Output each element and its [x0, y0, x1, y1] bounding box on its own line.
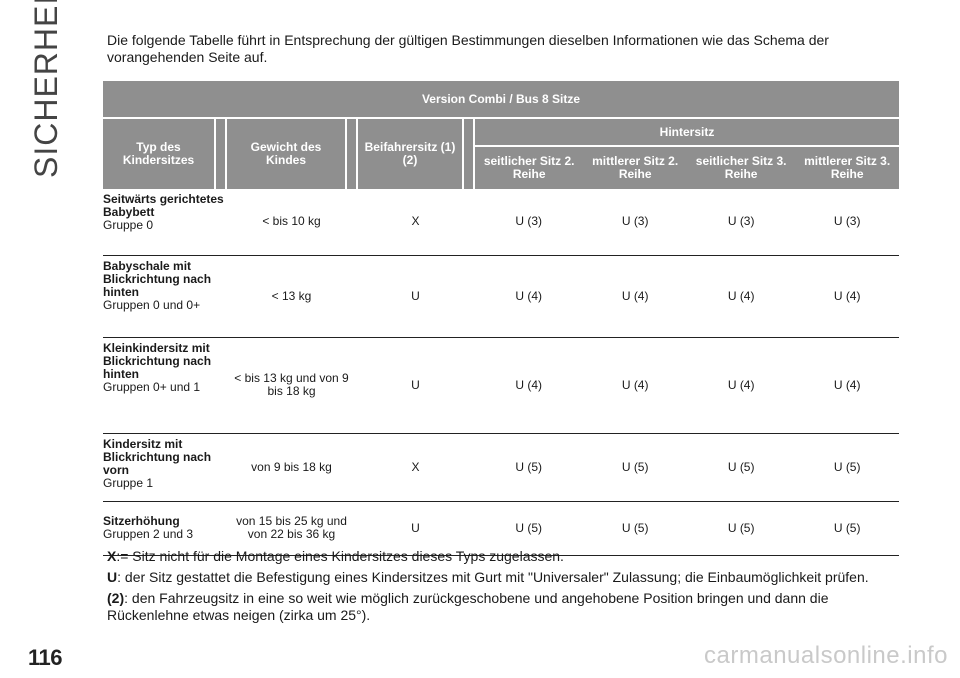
intro-paragraph: Die folgende Tabelle führt in Entsprechu… [107, 32, 829, 65]
rear-cell: U (4) [583, 337, 687, 434]
table-row: Kleinkindersitz mit Blickrichtung nach h… [103, 337, 899, 434]
front-seat-cell: X [357, 189, 474, 256]
rear-cell: U (3) [795, 189, 899, 256]
section-title: SICHERHEIT [28, 0, 64, 178]
weight-cell: < 13 kg [226, 255, 357, 338]
front-seat-cell: U [357, 501, 474, 556]
legend-note: X:= Sitz nicht für die Montage eines Kin… [107, 548, 564, 564]
rear-cell: U (5) [583, 433, 687, 502]
rear-cell: U (4) [795, 337, 899, 434]
col-weight-header: Gewicht des Kindes [226, 118, 346, 189]
col-type-header: Typ des Kindersitzes [103, 118, 215, 189]
rear-cell: U (5) [583, 501, 687, 556]
front-seat-cell: U [357, 255, 474, 338]
page-number: 116 [28, 645, 63, 670]
col-rear-1: seitlicher Sitz 2. Reihe [474, 145, 584, 189]
weight-cell: < bis 13 kg und von 9 bis 18 kg [226, 337, 357, 434]
front-seat-cell: U [357, 337, 474, 434]
rear-cell: U (5) [795, 501, 899, 556]
rear-cell: U (5) [686, 433, 796, 502]
table-row: Babyschale mit Blickrichtung nach hinten… [103, 255, 899, 338]
front-seat-cell: X [357, 433, 474, 502]
rear-cell: U (3) [583, 189, 687, 256]
legend-note: U: der Sitz gestattet die Befestigung ei… [107, 569, 869, 585]
table-row: Sitzerhöhung Gruppen 2 und 3 von 15 bis 2… [103, 501, 899, 556]
col-front-seat-header: Beifahrersitz (1) (2) [357, 118, 463, 189]
rear-cell: U (5) [474, 501, 584, 556]
rear-cell: U (5) [686, 501, 796, 556]
table-row: Kindersitz mit Blickrichtung nach vorn Gr… [103, 433, 899, 502]
rear-cell: U (4) [583, 255, 687, 338]
rear-cell: U (4) [474, 255, 584, 338]
rear-cell: U (5) [474, 433, 584, 502]
seat-type-cell: Kleinkindersitz mit Blickrichtung nach h… [103, 337, 226, 434]
table-row: Seitwärts gerichtetes Babybett Gruppe 0 <… [103, 189, 899, 256]
rear-cell: U (4) [686, 337, 796, 434]
seat-type-cell: Kindersitz mit Blickrichtung nach vorn Gr… [103, 433, 226, 502]
rear-cell: U (4) [474, 337, 584, 434]
rear-seat-header: Hintersitz [474, 118, 899, 146]
weight-cell: von 9 bis 18 kg [226, 433, 357, 502]
header-gap [345, 118, 358, 189]
rear-cell: U (5) [795, 433, 899, 502]
header-gap [214, 118, 227, 189]
rear-cell: U (4) [795, 255, 899, 338]
col-rear-2: mittlerer Sitz 2. Reihe [583, 145, 687, 189]
weight-cell: von 15 bis 25 kg und von 22 bis 36 kg [226, 501, 357, 556]
legend-notes: X:= Sitz nicht für die Montage eines Kin… [107, 548, 907, 628]
legend-note: (2): den Fahrzeugsitz in eine so weit wi… [107, 590, 829, 623]
version-header: Version Combi / Bus 8 Sitze [103, 81, 899, 119]
col-rear-4: mittlerer Sitz 3. Reihe [795, 145, 899, 189]
seat-type-cell: Seitwärts gerichtetes Babybett Gruppe 0 [103, 189, 226, 256]
watermark: carmanualsonline.info [704, 642, 948, 669]
rear-cell: U (4) [686, 255, 796, 338]
header-gap [462, 118, 475, 189]
rear-cell: U (3) [686, 189, 796, 256]
weight-cell: < bis 10 kg [226, 189, 357, 256]
rear-cell: U (3) [474, 189, 584, 256]
seat-type-cell: Babyschale mit Blickrichtung nach hinten… [103, 255, 226, 338]
child-seat-table: Version Combi / Bus 8 Sitze Typ des Kind… [103, 81, 899, 556]
seat-type-cell: Sitzerhöhung Gruppen 2 und 3 [103, 501, 226, 556]
col-rear-3: seitlicher Sitz 3. Reihe [686, 145, 796, 189]
